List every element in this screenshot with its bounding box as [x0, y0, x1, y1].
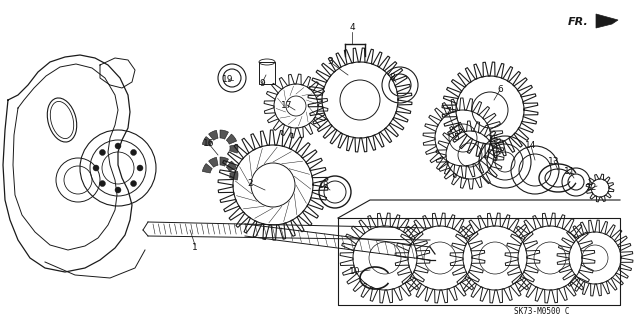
Wedge shape — [220, 130, 228, 139]
Circle shape — [115, 143, 121, 149]
Text: 2: 2 — [247, 179, 253, 188]
Wedge shape — [202, 137, 212, 146]
Text: 12: 12 — [586, 183, 598, 192]
Circle shape — [131, 181, 136, 187]
Text: 11: 11 — [564, 167, 576, 176]
Text: 15: 15 — [488, 136, 500, 145]
Text: FR.: FR. — [568, 17, 589, 27]
Text: 19: 19 — [222, 76, 234, 85]
Circle shape — [131, 149, 136, 155]
Text: 10: 10 — [349, 268, 361, 277]
Wedge shape — [209, 157, 218, 167]
Wedge shape — [202, 164, 212, 173]
Wedge shape — [227, 161, 237, 171]
Wedge shape — [230, 171, 238, 180]
Text: SK73-M0500 C: SK73-M0500 C — [515, 307, 570, 316]
Circle shape — [137, 165, 143, 171]
Text: 1: 1 — [192, 243, 198, 253]
Text: 9: 9 — [259, 78, 265, 87]
Polygon shape — [596, 14, 618, 28]
Text: 8: 8 — [389, 72, 395, 81]
Text: 14: 14 — [525, 142, 537, 151]
Text: 16: 16 — [204, 139, 215, 149]
Text: 3: 3 — [327, 57, 333, 66]
Text: 17: 17 — [281, 100, 292, 109]
Text: 4: 4 — [349, 24, 355, 33]
Wedge shape — [209, 130, 218, 140]
Circle shape — [93, 165, 99, 171]
Circle shape — [99, 181, 106, 187]
Text: 6: 6 — [497, 85, 503, 94]
Wedge shape — [220, 157, 228, 166]
Circle shape — [99, 149, 106, 155]
Wedge shape — [227, 134, 237, 144]
Bar — [259, 62, 275, 84]
Text: 7: 7 — [445, 108, 451, 116]
Circle shape — [115, 187, 121, 193]
Wedge shape — [230, 145, 238, 153]
Text: 13: 13 — [548, 157, 560, 166]
Text: 18: 18 — [318, 181, 330, 189]
Text: 5: 5 — [453, 133, 459, 143]
